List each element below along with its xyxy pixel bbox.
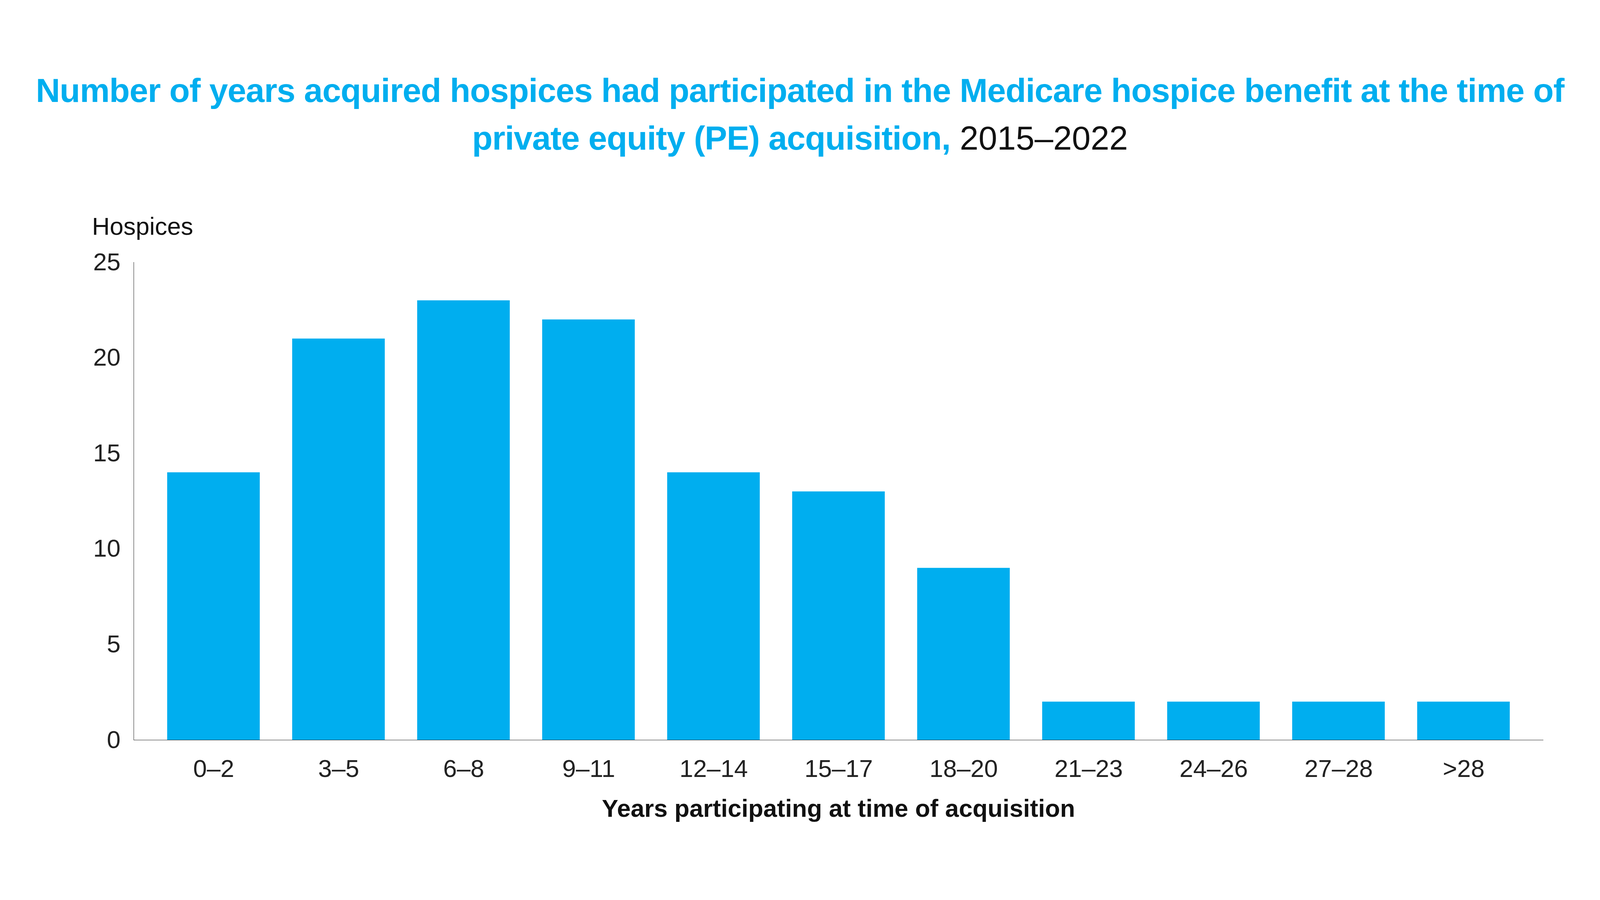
svg-text:27–28: 27–28 (1304, 754, 1373, 783)
svg-text:25: 25 (92, 248, 121, 276)
svg-text:6–8: 6–8 (442, 754, 484, 783)
svg-text:9–11: 9–11 (562, 754, 615, 783)
svg-text:15–17: 15–17 (804, 754, 873, 783)
svg-text:>28: >28 (1442, 754, 1485, 783)
svg-text:15: 15 (92, 439, 121, 467)
svg-text:3–5: 3–5 (317, 754, 359, 783)
svg-text:24–26: 24–26 (1179, 754, 1248, 783)
html-text:Number of years acquired hospi: Number of years acquired hospices had pa… (35, 71, 1565, 157)
svg-text:0: 0 (106, 725, 121, 754)
svg-text:18–20: 18–20 (929, 754, 998, 783)
svg-text:5: 5 (106, 630, 121, 658)
svg-text:12–14: 12–14 (679, 754, 748, 783)
svg-text:Years participating at time of: Years participating at time of acquisiti… (601, 794, 1075, 822)
svg-text:0–2: 0–2 (192, 754, 234, 783)
svg-text:21–23: 21–23 (1054, 754, 1123, 783)
svg-text:Hospices: Hospices (92, 212, 194, 240)
svg-text:10: 10 (92, 534, 121, 562)
svg-text:20: 20 (92, 343, 121, 371)
